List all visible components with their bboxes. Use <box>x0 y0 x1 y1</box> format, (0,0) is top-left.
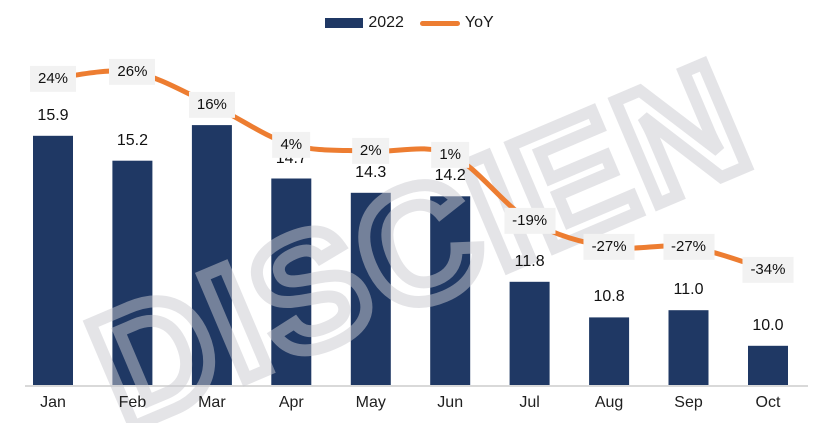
legend-item-yoy: YoY <box>419 14 494 32</box>
bar-apr <box>271 178 312 385</box>
x-axis-label-aug: Aug <box>594 394 624 411</box>
yoy-badge-feb: 26% <box>109 58 156 86</box>
legend: 2022 YoY <box>0 13 819 33</box>
legend-label-2022: 2022 <box>368 14 404 31</box>
legend-item-2022: 2022 <box>325 14 404 32</box>
line-swatch-icon <box>419 20 460 26</box>
x-axis-label-jan: Jan <box>40 394 66 411</box>
x-axis-label-apr: Apr <box>278 394 304 411</box>
bar-value-label: 14.2 <box>434 167 466 185</box>
x-axis-label-oct: Oct <box>755 394 781 411</box>
bar-aug <box>589 317 630 385</box>
yoy-badge-aug: -27% <box>583 233 635 261</box>
bar-feb <box>112 160 153 385</box>
bar-value-label: 15.2 <box>116 131 149 149</box>
x-axis-label-jun: Jun <box>437 394 464 411</box>
yoy-badge-oct: -34% <box>742 256 794 284</box>
bar-jan <box>33 135 73 385</box>
yoy-badge-jul: -19% <box>504 207 556 234</box>
x-axis-label-sep: Sep <box>674 394 703 411</box>
bars-group <box>33 125 788 385</box>
bar-value-label: 11.8 <box>514 252 545 270</box>
bar-sep <box>668 310 709 385</box>
legend-label-yoy: YoY <box>464 14 494 31</box>
bar-may <box>350 192 391 385</box>
bar-jun <box>430 196 471 385</box>
bar-value-label: 14.3 <box>355 163 387 181</box>
bar-jul <box>509 281 550 385</box>
yoy-badge-jun: 1% <box>431 141 470 168</box>
x-axis-label-feb: Feb <box>118 394 147 411</box>
x-axis-label-may: May <box>355 394 386 411</box>
bar-value-label: 11.0 <box>673 281 704 299</box>
bar-value-label: 15.9 <box>37 106 69 124</box>
bar-mar <box>191 125 232 385</box>
yoy-badge-apr: 4% <box>272 131 311 158</box>
yoy-badge-sep: -27% <box>663 233 715 261</box>
yoy-badge-mar: 16% <box>188 91 235 119</box>
bar-swatch-icon <box>325 18 364 28</box>
bar-value-label: 10.0 <box>752 316 784 334</box>
x-axis-label-jul: Jul <box>519 394 540 411</box>
yoy-line <box>50 68 771 273</box>
bar-value-label: 10.8 <box>593 288 625 306</box>
yoy-badge-may: 2% <box>351 138 390 165</box>
x-axis-label-mar: Mar <box>198 394 226 411</box>
yoy-badge-jan: 24% <box>29 65 77 92</box>
bar-oct <box>748 345 788 385</box>
